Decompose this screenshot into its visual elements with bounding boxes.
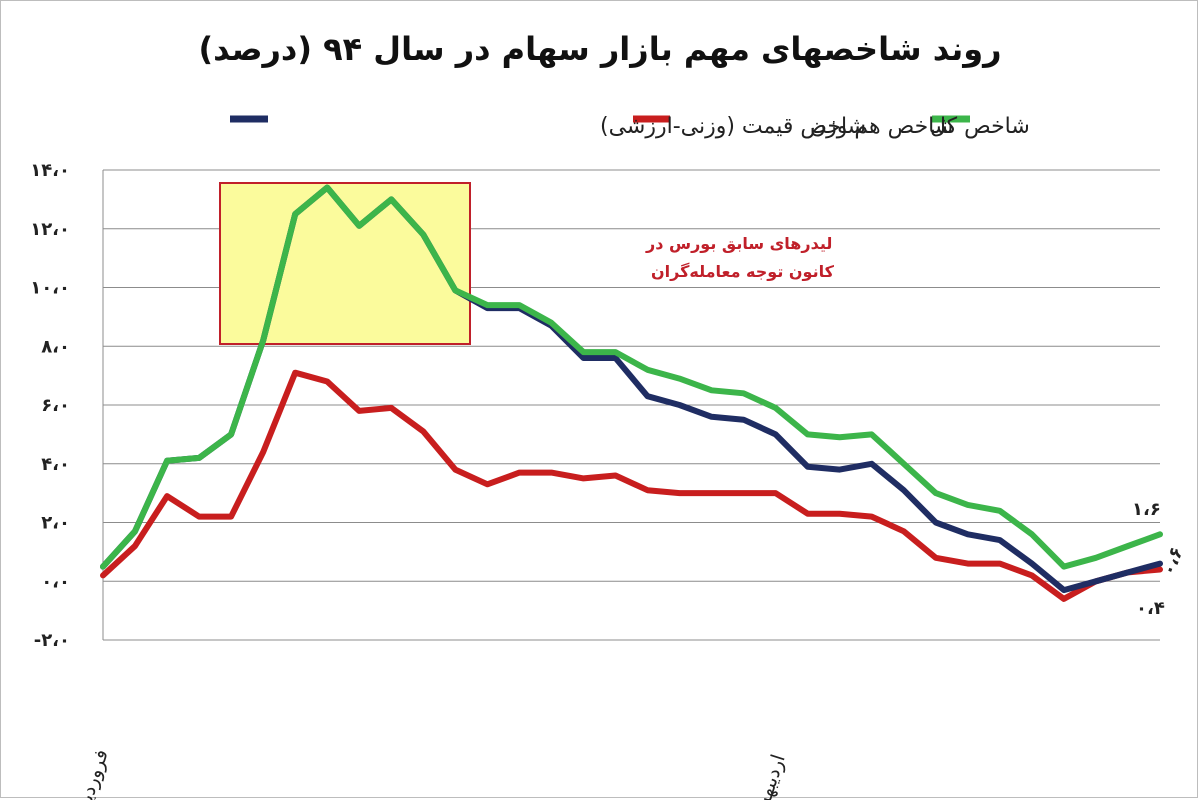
y-tick-label: ۶،۰	[41, 395, 70, 416]
y-tick-label: -۲،۰	[34, 630, 70, 651]
legend-label-price: شاخص قیمت (وزنی-ارزشی)	[600, 114, 866, 139]
y-tick-label: ۸،۰	[41, 336, 70, 357]
annotation-line-1: لیدرهای سابق بورس در	[645, 234, 832, 253]
y-tick-label: ۱۲،۰	[30, 219, 70, 240]
end-label-total: ۱،۶	[1132, 499, 1161, 520]
y-tick-label: ۱۰،۰	[30, 278, 70, 299]
end-label-price: ۰،۶	[1158, 544, 1188, 578]
y-tick-label: ۰،۰	[41, 571, 70, 592]
legend-label-total: شاخص کل	[930, 114, 1030, 139]
x-category-farvardin: فروردین	[71, 747, 112, 800]
y-axis-ticks: -۲،۰ ۰،۰ ۲،۰ ۴،۰ ۶،۰ ۸،۰ ۱۰،۰ ۱۲،۰ ۱۴،۰	[30, 160, 70, 651]
y-tick-label: ۴،۰	[41, 454, 70, 475]
y-tick-label: ۲،۰	[41, 513, 70, 534]
chart-title: روند شاخصهای مهم بازار سهام در سال ۹۴ (د…	[198, 30, 1001, 68]
end-label-equal: ۰،۴	[1136, 598, 1165, 619]
series-line-0	[100, 184, 1163, 570]
series-line-2	[100, 369, 1163, 602]
annotation-line-2: کانون توجه معامله‌گران	[651, 262, 835, 281]
x-category-ordibehesht: اردیبهشت	[745, 752, 790, 800]
series-lines	[100, 184, 1163, 602]
legend-label-equal: شاخص هم وزن	[810, 114, 953, 139]
y-tick-label: ۱۴،۰	[30, 160, 70, 181]
legend: شاخص کل شاخص هم وزن شاخص قیمت (وزنی-ارزش…	[230, 114, 1030, 139]
